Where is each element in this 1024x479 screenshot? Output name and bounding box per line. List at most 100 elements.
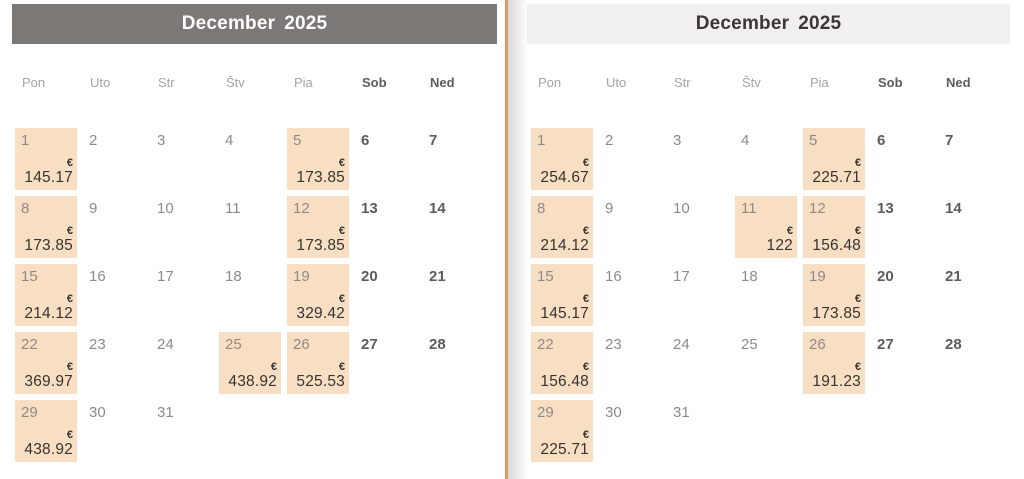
euro-currency-icon: € <box>270 360 277 373</box>
day-number: 5 <box>293 132 302 149</box>
day-cell: 28 <box>423 332 485 394</box>
day-cell-priced[interactable]: 15 €214.12 <box>15 264 77 326</box>
day-cell-priced[interactable]: 12 €173.85 <box>287 196 349 258</box>
day-cell: 23 <box>599 332 661 394</box>
calendar-divider <box>505 0 508 479</box>
day-number: 16 <box>605 268 622 285</box>
day-cell: 2 <box>599 128 661 190</box>
day-number: 20 <box>877 268 894 285</box>
price-label: €214.12 <box>540 225 589 254</box>
day-cell-priced[interactable]: 1 €254.67 <box>531 128 593 190</box>
price-amount: 225.71 <box>540 440 589 458</box>
day-number: 25 <box>225 336 242 353</box>
day-number: 9 <box>89 200 98 217</box>
price-label: €156.48 <box>812 224 861 254</box>
weekday-label: Uto <box>90 75 111 90</box>
day-number: 17 <box>673 268 690 285</box>
calendar-month-label: December <box>695 13 790 34</box>
price-amount: 173.85 <box>296 236 345 254</box>
price-amount: 438.92 <box>228 372 277 390</box>
day-cell-priced[interactable]: 29 €225.71 <box>531 400 593 462</box>
day-number: 12 <box>293 200 310 217</box>
day-cell-priced[interactable]: 12 €156.48 <box>803 196 865 258</box>
day-cell-priced[interactable]: 11 €122 <box>735 196 797 258</box>
day-number: 28 <box>429 336 446 353</box>
day-cell: 24 <box>667 332 729 394</box>
day-cell-priced[interactable]: 22 €156.48 <box>531 332 593 394</box>
price-amount: 438.92 <box>24 440 73 458</box>
price-label: €173.85 <box>24 225 73 254</box>
day-number: 16 <box>89 268 106 285</box>
day-cell-priced[interactable]: 29 €438.92 <box>15 400 77 462</box>
day-cell: 21 <box>939 264 1001 326</box>
day-cell-priced[interactable]: 26 €191.23 <box>803 332 865 394</box>
day-number: 22 <box>21 336 38 353</box>
euro-currency-icon: € <box>338 360 345 373</box>
day-cell: 30 <box>83 400 145 462</box>
day-number: 14 <box>945 200 962 217</box>
day-number: 9 <box>605 200 614 217</box>
day-number: 26 <box>293 336 310 353</box>
day-cell-priced[interactable]: 8 €173.85 <box>15 196 77 258</box>
day-number: 27 <box>877 336 894 353</box>
euro-currency-icon: € <box>786 224 793 237</box>
price-label: €145.17 <box>24 157 73 186</box>
day-number: 19 <box>809 268 826 285</box>
day-number: 24 <box>157 336 174 353</box>
day-cell: 17 <box>667 264 729 326</box>
day-cell: 23 <box>83 332 145 394</box>
day-cell: 2 <box>83 128 145 190</box>
price-label: €438.92 <box>228 360 277 390</box>
price-amount: 173.85 <box>296 168 345 186</box>
day-number: 1 <box>537 132 546 149</box>
price-label: €156.48 <box>540 360 589 390</box>
weekday-label: Sob <box>362 75 387 90</box>
day-cell-priced[interactable]: 8 €214.12 <box>531 196 593 258</box>
weekday-label: Uto <box>606 75 627 90</box>
day-cell: 14 <box>423 196 485 258</box>
price-amount: 191.23 <box>812 372 861 390</box>
euro-currency-icon: € <box>582 292 589 305</box>
day-number: 8 <box>537 200 546 217</box>
weekday-label: Štv <box>742 75 761 90</box>
calendar-outbound-header: December 2025 <box>12 4 497 44</box>
day-cell-priced[interactable]: 15 €145.17 <box>531 264 593 326</box>
day-cell-priced[interactable]: 19 €329.42 <box>287 264 349 326</box>
day-cell-priced[interactable]: 26 €525.53 <box>287 332 349 394</box>
weekday-label: Pia <box>294 75 313 90</box>
price-amount: 173.85 <box>812 304 861 322</box>
day-cell: 3 <box>151 128 213 190</box>
price-label: €369.97 <box>24 361 73 390</box>
price-amount: 173.85 <box>24 236 73 254</box>
price-label: €173.85 <box>296 225 345 254</box>
weekday-label: Str <box>158 75 175 90</box>
day-number: 2 <box>605 132 614 149</box>
day-cell-priced[interactable]: 19 €173.85 <box>803 264 865 326</box>
day-number: 13 <box>877 200 894 217</box>
day-cell: 16 <box>599 264 661 326</box>
day-cell-priced[interactable]: 5 €225.71 <box>803 128 865 190</box>
price-amount: 122 <box>766 236 793 254</box>
day-cell: 6 <box>355 128 417 190</box>
day-cell: 27 <box>871 332 933 394</box>
day-number: 18 <box>225 268 242 285</box>
price-label: €214.12 <box>24 293 73 322</box>
euro-currency-icon: € <box>854 224 861 237</box>
price-label: €438.92 <box>24 429 73 458</box>
calendar-year-label: 2025 <box>798 13 842 34</box>
day-number: 24 <box>673 336 690 353</box>
day-number: 23 <box>605 336 622 353</box>
day-cell-priced[interactable]: 22 €369.97 <box>15 332 77 394</box>
day-cell-priced[interactable]: 25 €438.92 <box>219 332 281 394</box>
day-cell: 30 <box>599 400 661 462</box>
price-label: €329.42 <box>296 292 345 322</box>
day-cell-priced[interactable]: 1 €145.17 <box>15 128 77 190</box>
day-cell: 16 <box>83 264 145 326</box>
day-number: 31 <box>157 404 174 421</box>
euro-currency-icon: € <box>582 360 589 373</box>
day-number: 4 <box>225 132 234 149</box>
day-cell: 31 <box>151 400 213 462</box>
euro-currency-icon: € <box>338 292 345 305</box>
day-cell: 9 <box>599 196 661 258</box>
day-cell-priced[interactable]: 5 €173.85 <box>287 128 349 190</box>
